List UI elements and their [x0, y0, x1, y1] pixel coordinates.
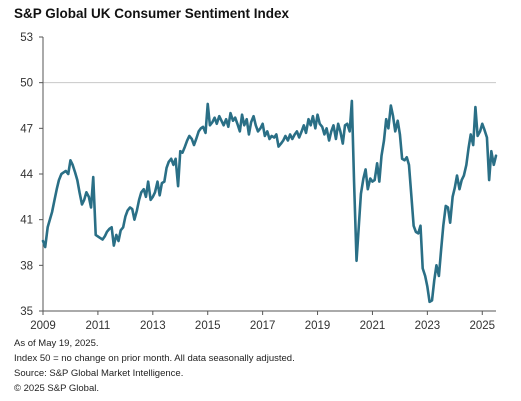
footnote-index-note: Index 50 = no change on prior month. All…: [14, 353, 295, 364]
footnote-date: As of May 19, 2025.: [14, 338, 99, 349]
footnotes: As of May 19, 2025. Index 50 = no change…: [14, 336, 295, 396]
y-tick-label: 47: [20, 123, 33, 135]
footnote-copyright: © 2025 S&P Global.: [14, 383, 99, 394]
y-tick-label: 50: [20, 78, 33, 90]
y-tick-label: 53: [20, 32, 33, 44]
x-tick-label: 2021: [360, 320, 386, 332]
x-tick-label: 2009: [30, 320, 56, 332]
series-line: [41, 99, 498, 304]
x-tick-label: 2025: [469, 320, 495, 332]
x-tick-label: 2015: [195, 320, 221, 332]
x-tick-label: 2011: [86, 320, 111, 332]
y-tick-label: 35: [20, 306, 33, 318]
x-tick-label: 2023: [415, 320, 441, 332]
footnote-source: Source: S&P Global Market Intelligence.: [14, 368, 184, 379]
y-tick-label: 38: [20, 260, 33, 272]
chart-title: S&P Global UK Consumer Sentiment Index: [14, 6, 290, 21]
x-tick-label: 2017: [250, 320, 276, 332]
y-tick-label: 44: [20, 169, 33, 181]
x-tick-label: 2013: [140, 320, 166, 332]
x-tick-label: 2019: [305, 320, 331, 332]
y-tick-label: 41: [20, 215, 33, 227]
